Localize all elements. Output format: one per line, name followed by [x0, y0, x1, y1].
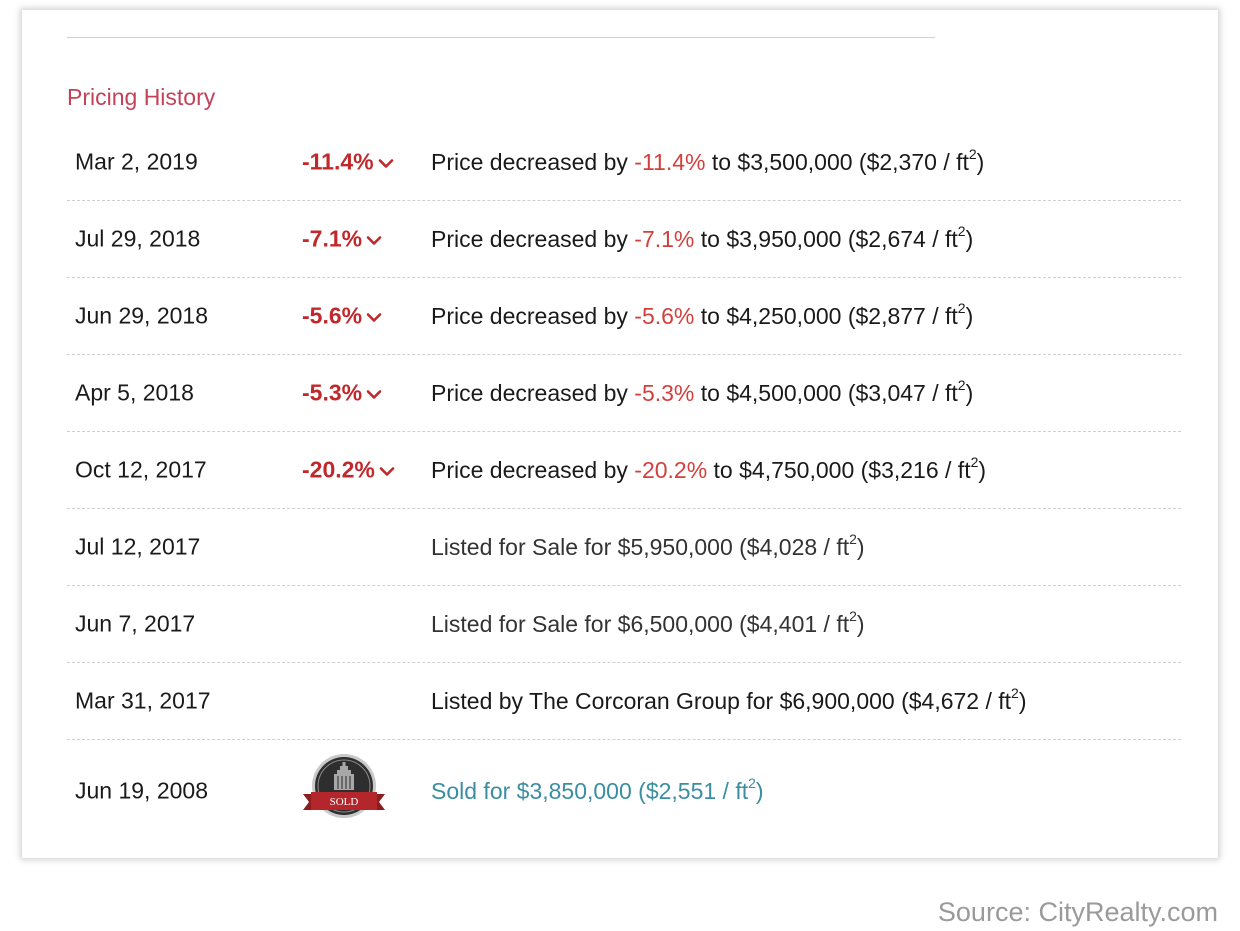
- sold-badge-icon: SOLD: [301, 752, 387, 830]
- row-description: Price decreased by -5.3% to $4,500,000 (…: [431, 377, 974, 406]
- section-title: Pricing History: [67, 84, 216, 110]
- sold-badge-label: SOLD: [330, 796, 359, 808]
- chevron-down-icon: [366, 390, 382, 399]
- row-date: Mar 2, 2019: [75, 148, 198, 175]
- divider: [67, 37, 935, 38]
- price-change: -5.6%: [302, 303, 382, 330]
- history-row: Jun 19, 2008: [67, 740, 1181, 842]
- price-change-value: -20.2%: [302, 456, 375, 483]
- history-row: Apr 5, 2018 -5.3% Price decreased by -5.…: [67, 355, 1181, 432]
- description-percent: -5.6%: [634, 302, 695, 329]
- source-credit: Source: CityRealty.com: [937, 897, 1218, 927]
- row-description: Price decreased by -7.1% to $3,950,000 (…: [431, 223, 974, 252]
- row-date: Jun 29, 2018: [75, 302, 209, 329]
- history-row: Jul 12, 2017 Listed for Sale for $5,950,…: [67, 509, 1181, 586]
- price-change: -20.2%: [302, 457, 395, 484]
- description-percent: -11.4%: [634, 148, 706, 175]
- chevron-down-icon: [379, 467, 395, 476]
- chevron-down-icon: [378, 159, 393, 168]
- row-description: Price decreased by -11.4% to $3,500,000 …: [431, 146, 985, 175]
- row-description: Listed by The Corcoran Group for $6,900,…: [431, 685, 1027, 714]
- price-change-value: -7.1%: [302, 225, 363, 252]
- row-date: Jun 19, 2008: [75, 777, 209, 804]
- row-description: Listed for Sale for $6,500,000 ($4,401 /…: [431, 608, 865, 637]
- pricing-history-list: Mar 2, 2019 -11.4% Price decreased by -1…: [67, 124, 1181, 842]
- history-row: Mar 31, 2017 Listed by The Corcoran Grou…: [67, 663, 1181, 740]
- history-row: Mar 2, 2019 -11.4% Price decreased by -1…: [67, 124, 1181, 201]
- row-date: Oct 12, 2017: [75, 456, 207, 483]
- row-description: Sold for $3,850,000 ($2,551 / ft2): [431, 775, 764, 804]
- row-date: Jun 7, 2017: [75, 610, 196, 637]
- row-date: Jul 12, 2017: [75, 533, 201, 560]
- description-percent: -7.1%: [634, 225, 695, 252]
- description-percent: -5.3%: [634, 379, 695, 406]
- history-row: Jun 7, 2017 Listed for Sale for $6,500,0…: [67, 586, 1181, 663]
- row-description: Price decreased by -20.2% to $4,750,000 …: [431, 454, 987, 483]
- chevron-down-icon: [366, 313, 382, 322]
- row-date: Jul 29, 2018: [75, 225, 201, 252]
- history-row: Oct 12, 2017 -20.2% Price decreased by -…: [67, 432, 1181, 509]
- price-change-value: -5.3%: [302, 379, 363, 406]
- description-percent: -20.2%: [634, 456, 708, 483]
- price-change-value: -5.6%: [302, 302, 363, 329]
- price-change-value: -11.4%: [302, 148, 374, 175]
- price-change: -11.4%: [302, 149, 394, 176]
- pricing-card: [22, 10, 1218, 858]
- history-row: Jul 29, 2018 -7.1% Price decreased by -7…: [67, 201, 1181, 278]
- price-change: -5.3%: [302, 380, 382, 407]
- row-date: Mar 31, 2017: [75, 687, 211, 714]
- row-date: Apr 5, 2018: [75, 379, 194, 406]
- row-description: Listed for Sale for $5,950,000 ($4,028 /…: [431, 531, 865, 560]
- row-description: Price decreased by -5.6% to $4,250,000 (…: [431, 300, 974, 329]
- price-change: -7.1%: [302, 226, 382, 253]
- history-row: Jun 29, 2018 -5.6% Price decreased by -5…: [67, 278, 1181, 355]
- chevron-down-icon: [366, 236, 382, 245]
